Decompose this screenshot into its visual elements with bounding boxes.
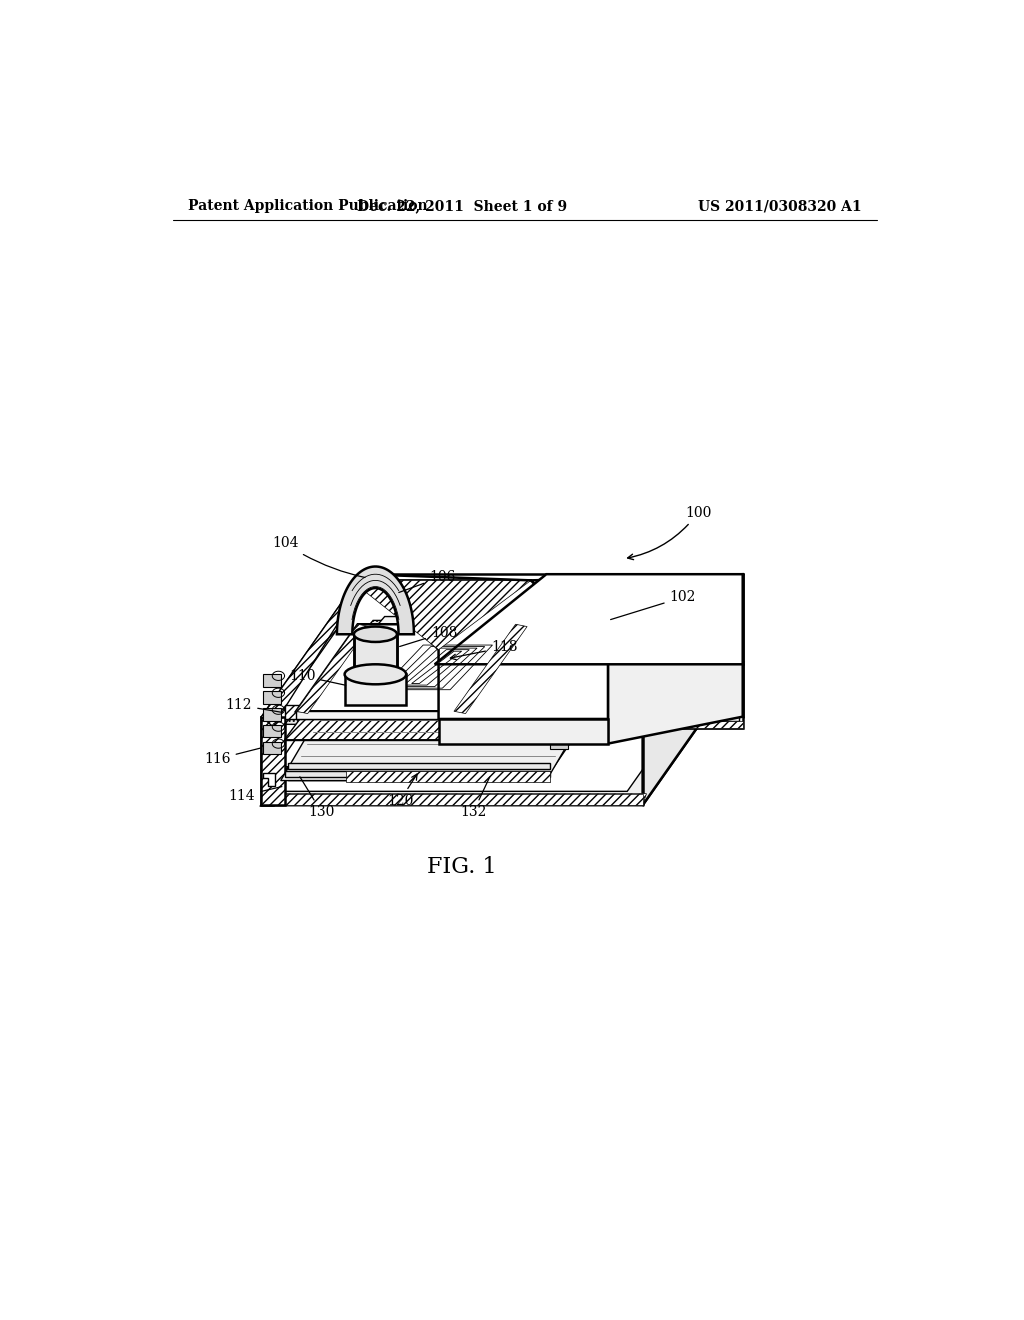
Polygon shape (273, 655, 724, 792)
Polygon shape (337, 566, 414, 635)
Text: 100: 100 (628, 506, 712, 560)
Polygon shape (438, 719, 608, 743)
Polygon shape (460, 690, 469, 705)
Polygon shape (276, 665, 624, 767)
Polygon shape (357, 581, 531, 649)
Polygon shape (344, 693, 353, 706)
Text: 116: 116 (204, 748, 260, 766)
Polygon shape (608, 574, 742, 664)
Polygon shape (263, 725, 281, 738)
Polygon shape (332, 696, 341, 709)
Text: FIG. 1: FIG. 1 (427, 855, 497, 878)
Polygon shape (261, 574, 373, 721)
Ellipse shape (345, 664, 407, 684)
Polygon shape (263, 774, 275, 785)
Polygon shape (370, 581, 608, 719)
Text: 118: 118 (451, 640, 517, 660)
Polygon shape (454, 624, 527, 714)
Polygon shape (435, 686, 444, 700)
Polygon shape (261, 663, 742, 805)
Polygon shape (296, 624, 370, 714)
Text: 132: 132 (460, 777, 489, 820)
Polygon shape (624, 663, 739, 697)
Polygon shape (261, 793, 646, 805)
Polygon shape (285, 636, 620, 739)
Text: US 2011/0308320 A1: US 2011/0308320 A1 (698, 199, 862, 213)
Polygon shape (356, 690, 366, 705)
Text: 108: 108 (399, 626, 458, 647)
Polygon shape (263, 692, 281, 704)
Polygon shape (289, 763, 550, 770)
Text: Dec. 22, 2011  Sheet 1 of 9: Dec. 22, 2011 Sheet 1 of 9 (356, 199, 566, 213)
Polygon shape (608, 721, 742, 729)
Polygon shape (285, 638, 620, 741)
Polygon shape (261, 717, 285, 805)
Text: 120: 120 (387, 774, 417, 808)
Polygon shape (531, 574, 742, 743)
Text: Patent Application Publication: Patent Application Publication (188, 199, 428, 213)
Polygon shape (550, 726, 568, 735)
Text: 104: 104 (272, 536, 365, 577)
Ellipse shape (354, 627, 397, 642)
Polygon shape (435, 574, 742, 664)
Polygon shape (263, 742, 281, 755)
Polygon shape (261, 574, 361, 726)
Polygon shape (261, 793, 643, 805)
Polygon shape (285, 771, 550, 776)
Polygon shape (646, 697, 739, 721)
Polygon shape (550, 739, 568, 748)
Polygon shape (643, 663, 742, 805)
Text: 114: 114 (228, 787, 282, 803)
Polygon shape (263, 708, 281, 721)
Text: 106: 106 (398, 569, 456, 593)
Polygon shape (296, 711, 454, 719)
Polygon shape (550, 698, 568, 708)
Polygon shape (263, 675, 281, 686)
Text: 112: 112 (225, 698, 282, 713)
Polygon shape (354, 635, 397, 682)
Polygon shape (608, 664, 742, 729)
Polygon shape (447, 689, 457, 702)
Polygon shape (285, 620, 628, 725)
Ellipse shape (354, 675, 397, 689)
Polygon shape (484, 696, 494, 709)
Text: 130: 130 (300, 776, 335, 820)
Polygon shape (315, 616, 578, 697)
Polygon shape (296, 624, 515, 711)
Polygon shape (472, 693, 481, 706)
Polygon shape (315, 628, 578, 713)
Polygon shape (381, 686, 390, 700)
Polygon shape (281, 682, 604, 780)
Polygon shape (497, 697, 506, 711)
Polygon shape (285, 705, 446, 719)
Polygon shape (550, 711, 568, 721)
Text: 110: 110 (289, 669, 346, 685)
Polygon shape (346, 771, 550, 781)
Polygon shape (345, 675, 407, 705)
Polygon shape (319, 697, 329, 711)
Polygon shape (377, 642, 499, 692)
Text: 102: 102 (610, 590, 696, 619)
Polygon shape (261, 717, 273, 805)
Polygon shape (369, 689, 378, 702)
Polygon shape (550, 684, 568, 693)
